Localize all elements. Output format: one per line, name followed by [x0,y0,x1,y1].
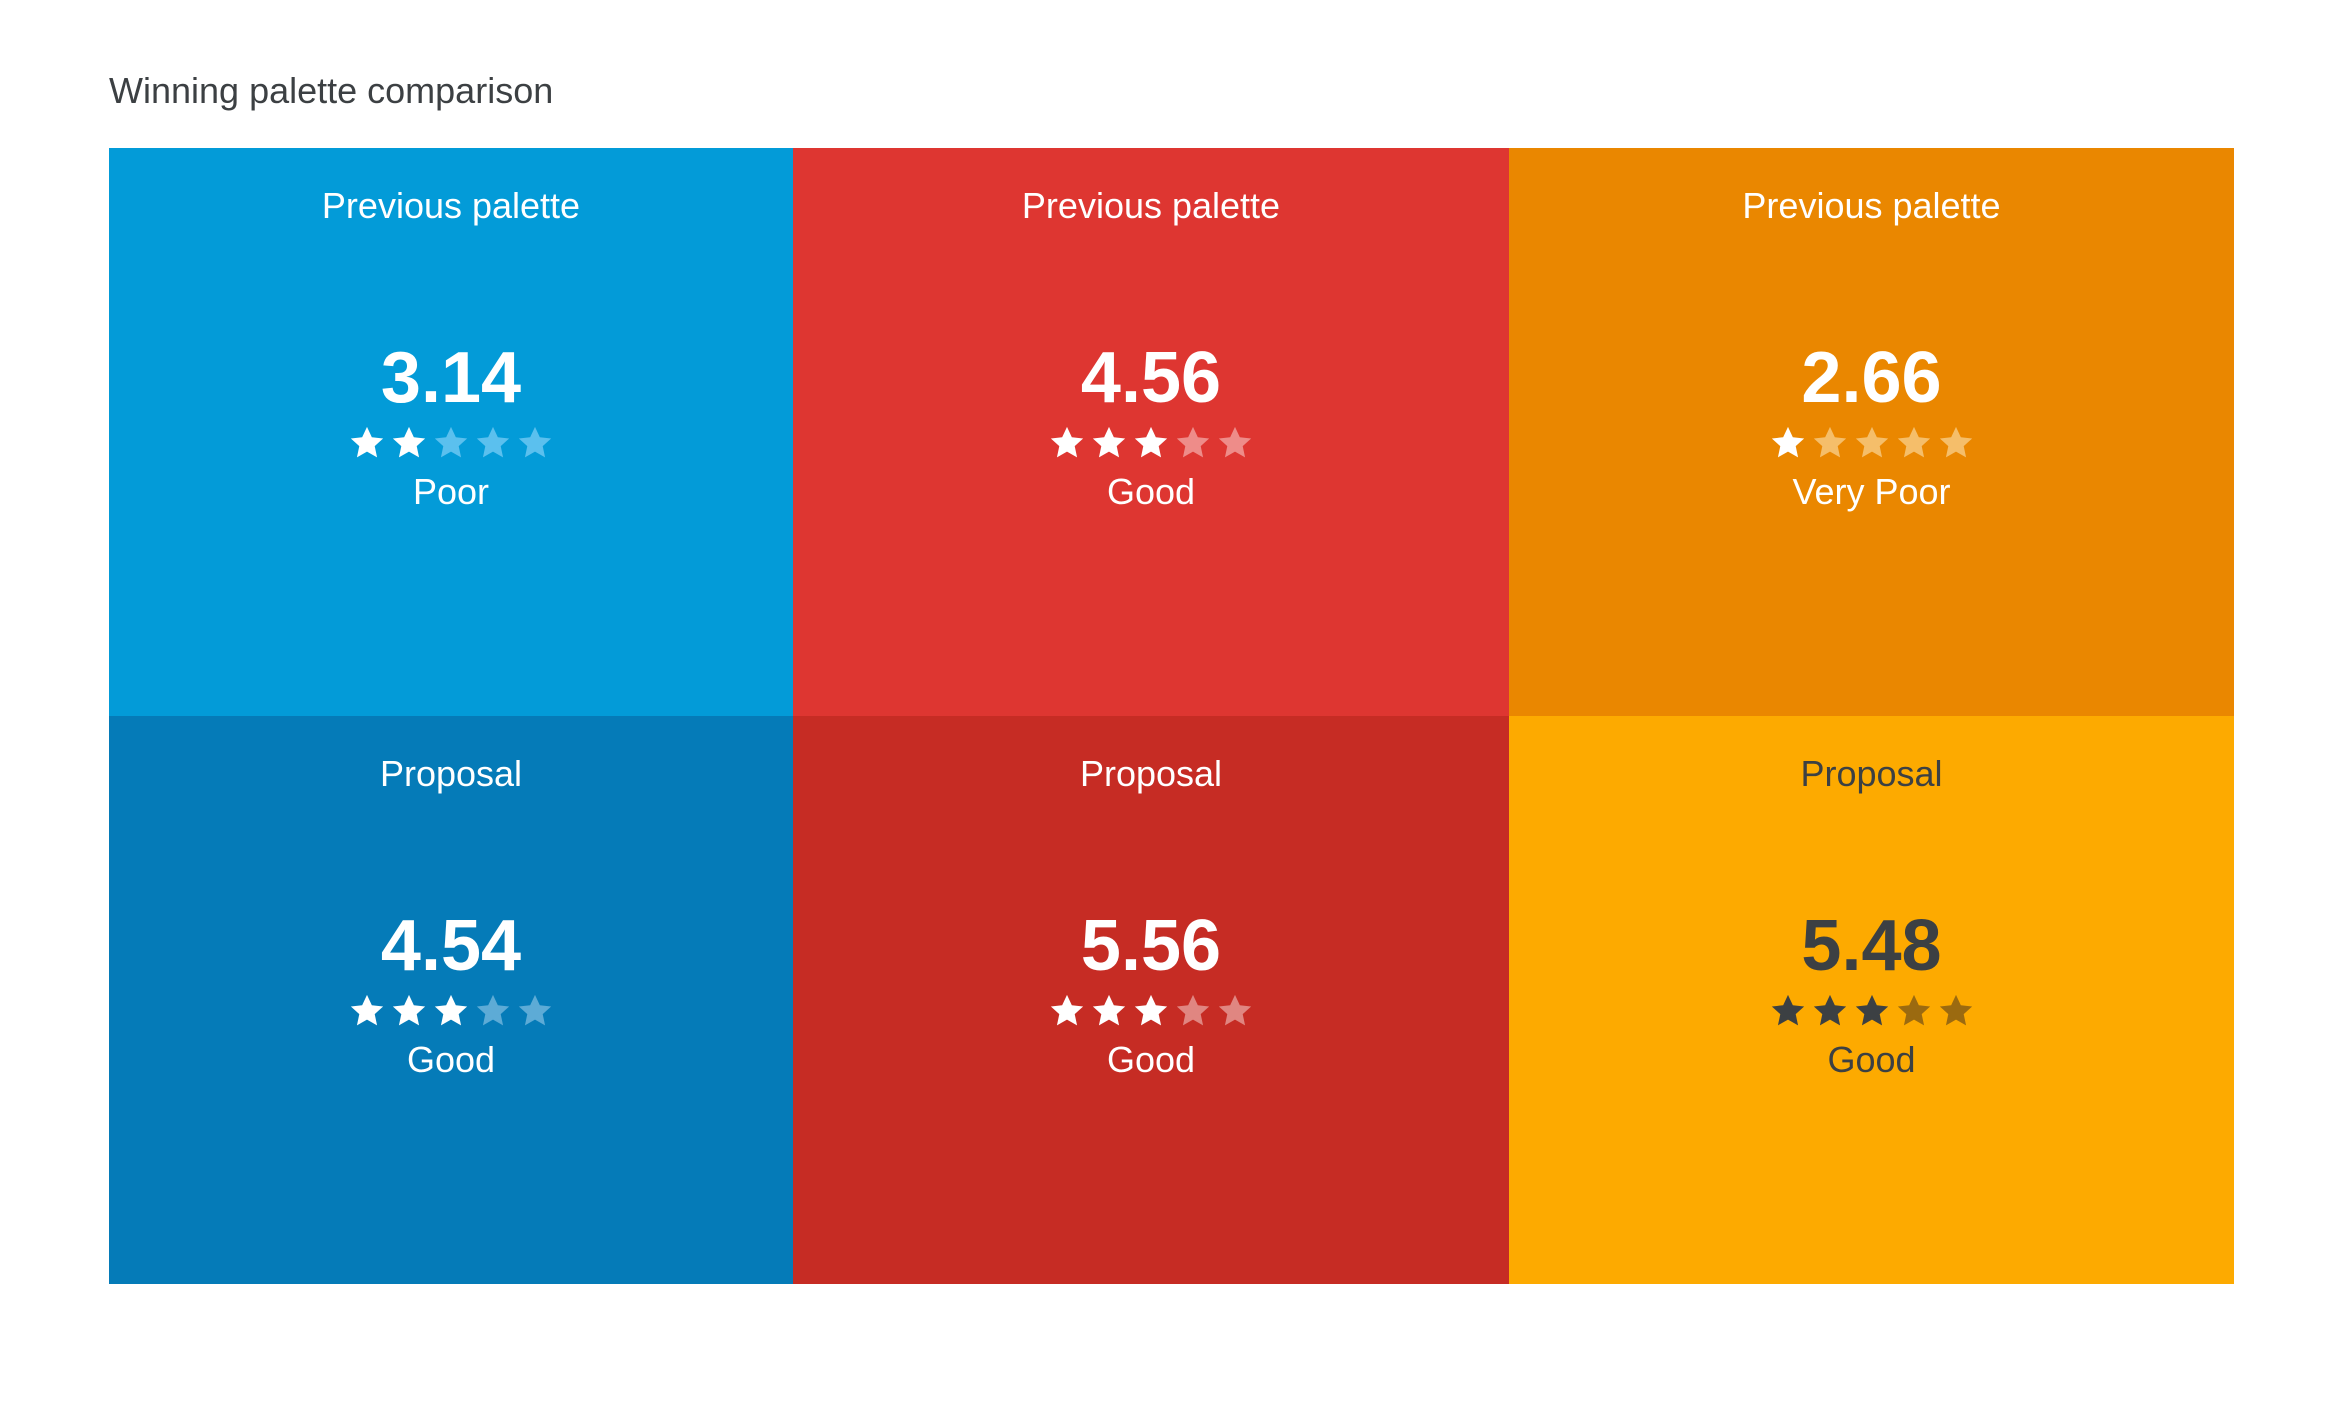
star-icon [1132,992,1170,1030]
rating-label: Good [406,1039,496,1080]
palette-comparison-grid: Previous palette 3.14 Poor Previous pale… [109,148,2234,1284]
star-rating [793,424,1509,468]
star-icon [390,992,428,1030]
star-icon [474,424,512,462]
star-icon [1090,424,1128,462]
score-value: 5.48 [1801,906,1942,986]
palette-cell: Proposal 5.56 Good [793,716,1509,1284]
star-icon [1811,424,1849,462]
star-icon [1216,424,1254,462]
rating-label: Good [1106,1039,1196,1080]
cell-label: Proposal [1079,753,1223,794]
star-icon [1769,992,1807,1030]
star-icon [1174,992,1212,1030]
palette-cell: Previous palette 4.56 Good [793,148,1509,716]
score-block: 4.56 Good [793,338,1509,514]
star-icon [1132,424,1170,462]
star-icon [432,992,470,1030]
star-icon [1937,992,1975,1030]
score-value: 3.14 [380,338,522,418]
rating-label: Good [1106,471,1196,512]
score-block: 4.54 Good [109,906,793,1082]
rating-label: Good [1827,1039,1916,1080]
palette-cell: Proposal 5.48 Good [1509,716,2234,1284]
star-icon [516,424,554,462]
star-icon [1937,424,1975,462]
star-icon [348,992,386,1030]
cell-label: Previous palette [1742,185,2001,226]
star-rating [1509,992,2234,1036]
star-icon [1853,424,1891,462]
star-icon [1048,992,1086,1030]
score-block: 5.56 Good [793,906,1509,1082]
rating-label: Very Poor [1792,471,1951,512]
star-icon [516,992,554,1030]
star-icon [1811,992,1849,1030]
score-value: 2.66 [1801,338,1942,418]
star-rating [109,992,793,1036]
page-title: Winning palette comparison [109,70,554,111]
score-value: 4.54 [380,906,522,986]
star-icon [1895,992,1933,1030]
star-icon [1769,424,1807,462]
cell-label: Previous palette [1021,185,1281,226]
star-icon [1174,424,1212,462]
star-icon [1853,992,1891,1030]
star-icon [474,992,512,1030]
score-block: 2.66 Very Poor [1509,338,2234,514]
cell-label: Proposal [379,753,523,794]
star-rating [793,992,1509,1036]
star-icon [432,424,470,462]
rating-label: Poor [412,471,490,512]
star-icon [1895,424,1933,462]
score-value: 4.56 [1080,338,1222,418]
star-icon [348,424,386,462]
cell-label: Proposal [1800,753,1943,794]
star-icon [1048,424,1086,462]
star-icon [1216,992,1254,1030]
palette-cell: Previous palette 3.14 Poor [109,148,793,716]
palette-cell: Previous palette 2.66 Very Poor [1509,148,2234,716]
score-block: 5.48 Good [1509,906,2234,1082]
star-rating [109,424,793,468]
cell-label: Previous palette [321,185,581,226]
score-value: 5.56 [1080,906,1222,986]
score-block: 3.14 Poor [109,338,793,514]
star-icon [1090,992,1128,1030]
star-rating [1509,424,2234,468]
star-icon [390,424,428,462]
palette-cell: Proposal 4.54 Good [109,716,793,1284]
